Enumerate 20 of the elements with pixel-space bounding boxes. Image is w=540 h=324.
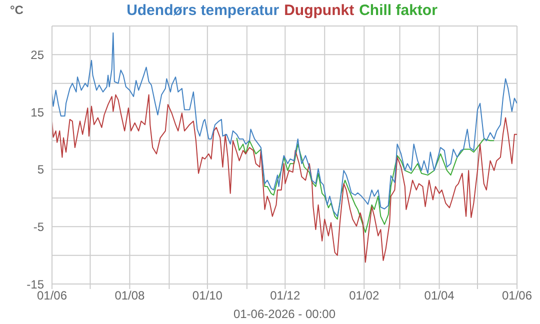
text: Chill faktor [359,2,438,19]
x-tick-label: 01/12 [270,288,300,303]
y-tick-label: -5 [33,220,44,234]
x-tick-label: 01/04 [424,288,455,303]
y-tick-label: 5 [37,162,44,177]
y-tick-label: 15 [30,105,44,120]
x-tick-label: 01/10 [192,288,223,303]
y-axis-title: °C [10,3,24,17]
line-series [236,137,495,233]
x-tick-label: 01/08 [114,288,146,303]
line-series [52,32,517,217]
y-tick-label: -15 [26,277,44,292]
x-tick-label: 01/06 [36,288,68,303]
line-series [52,94,517,263]
series-label: Udendørs temperatur [126,2,280,19]
x-tick-label: 01/02 [349,288,380,303]
x-axis-title: 01-06-2026 - 00:00 [232,307,337,321]
y-tick-label: 25 [30,48,44,62]
x-tick-label: 01/06 [502,288,532,303]
text: Dugpunkt [284,2,354,19]
